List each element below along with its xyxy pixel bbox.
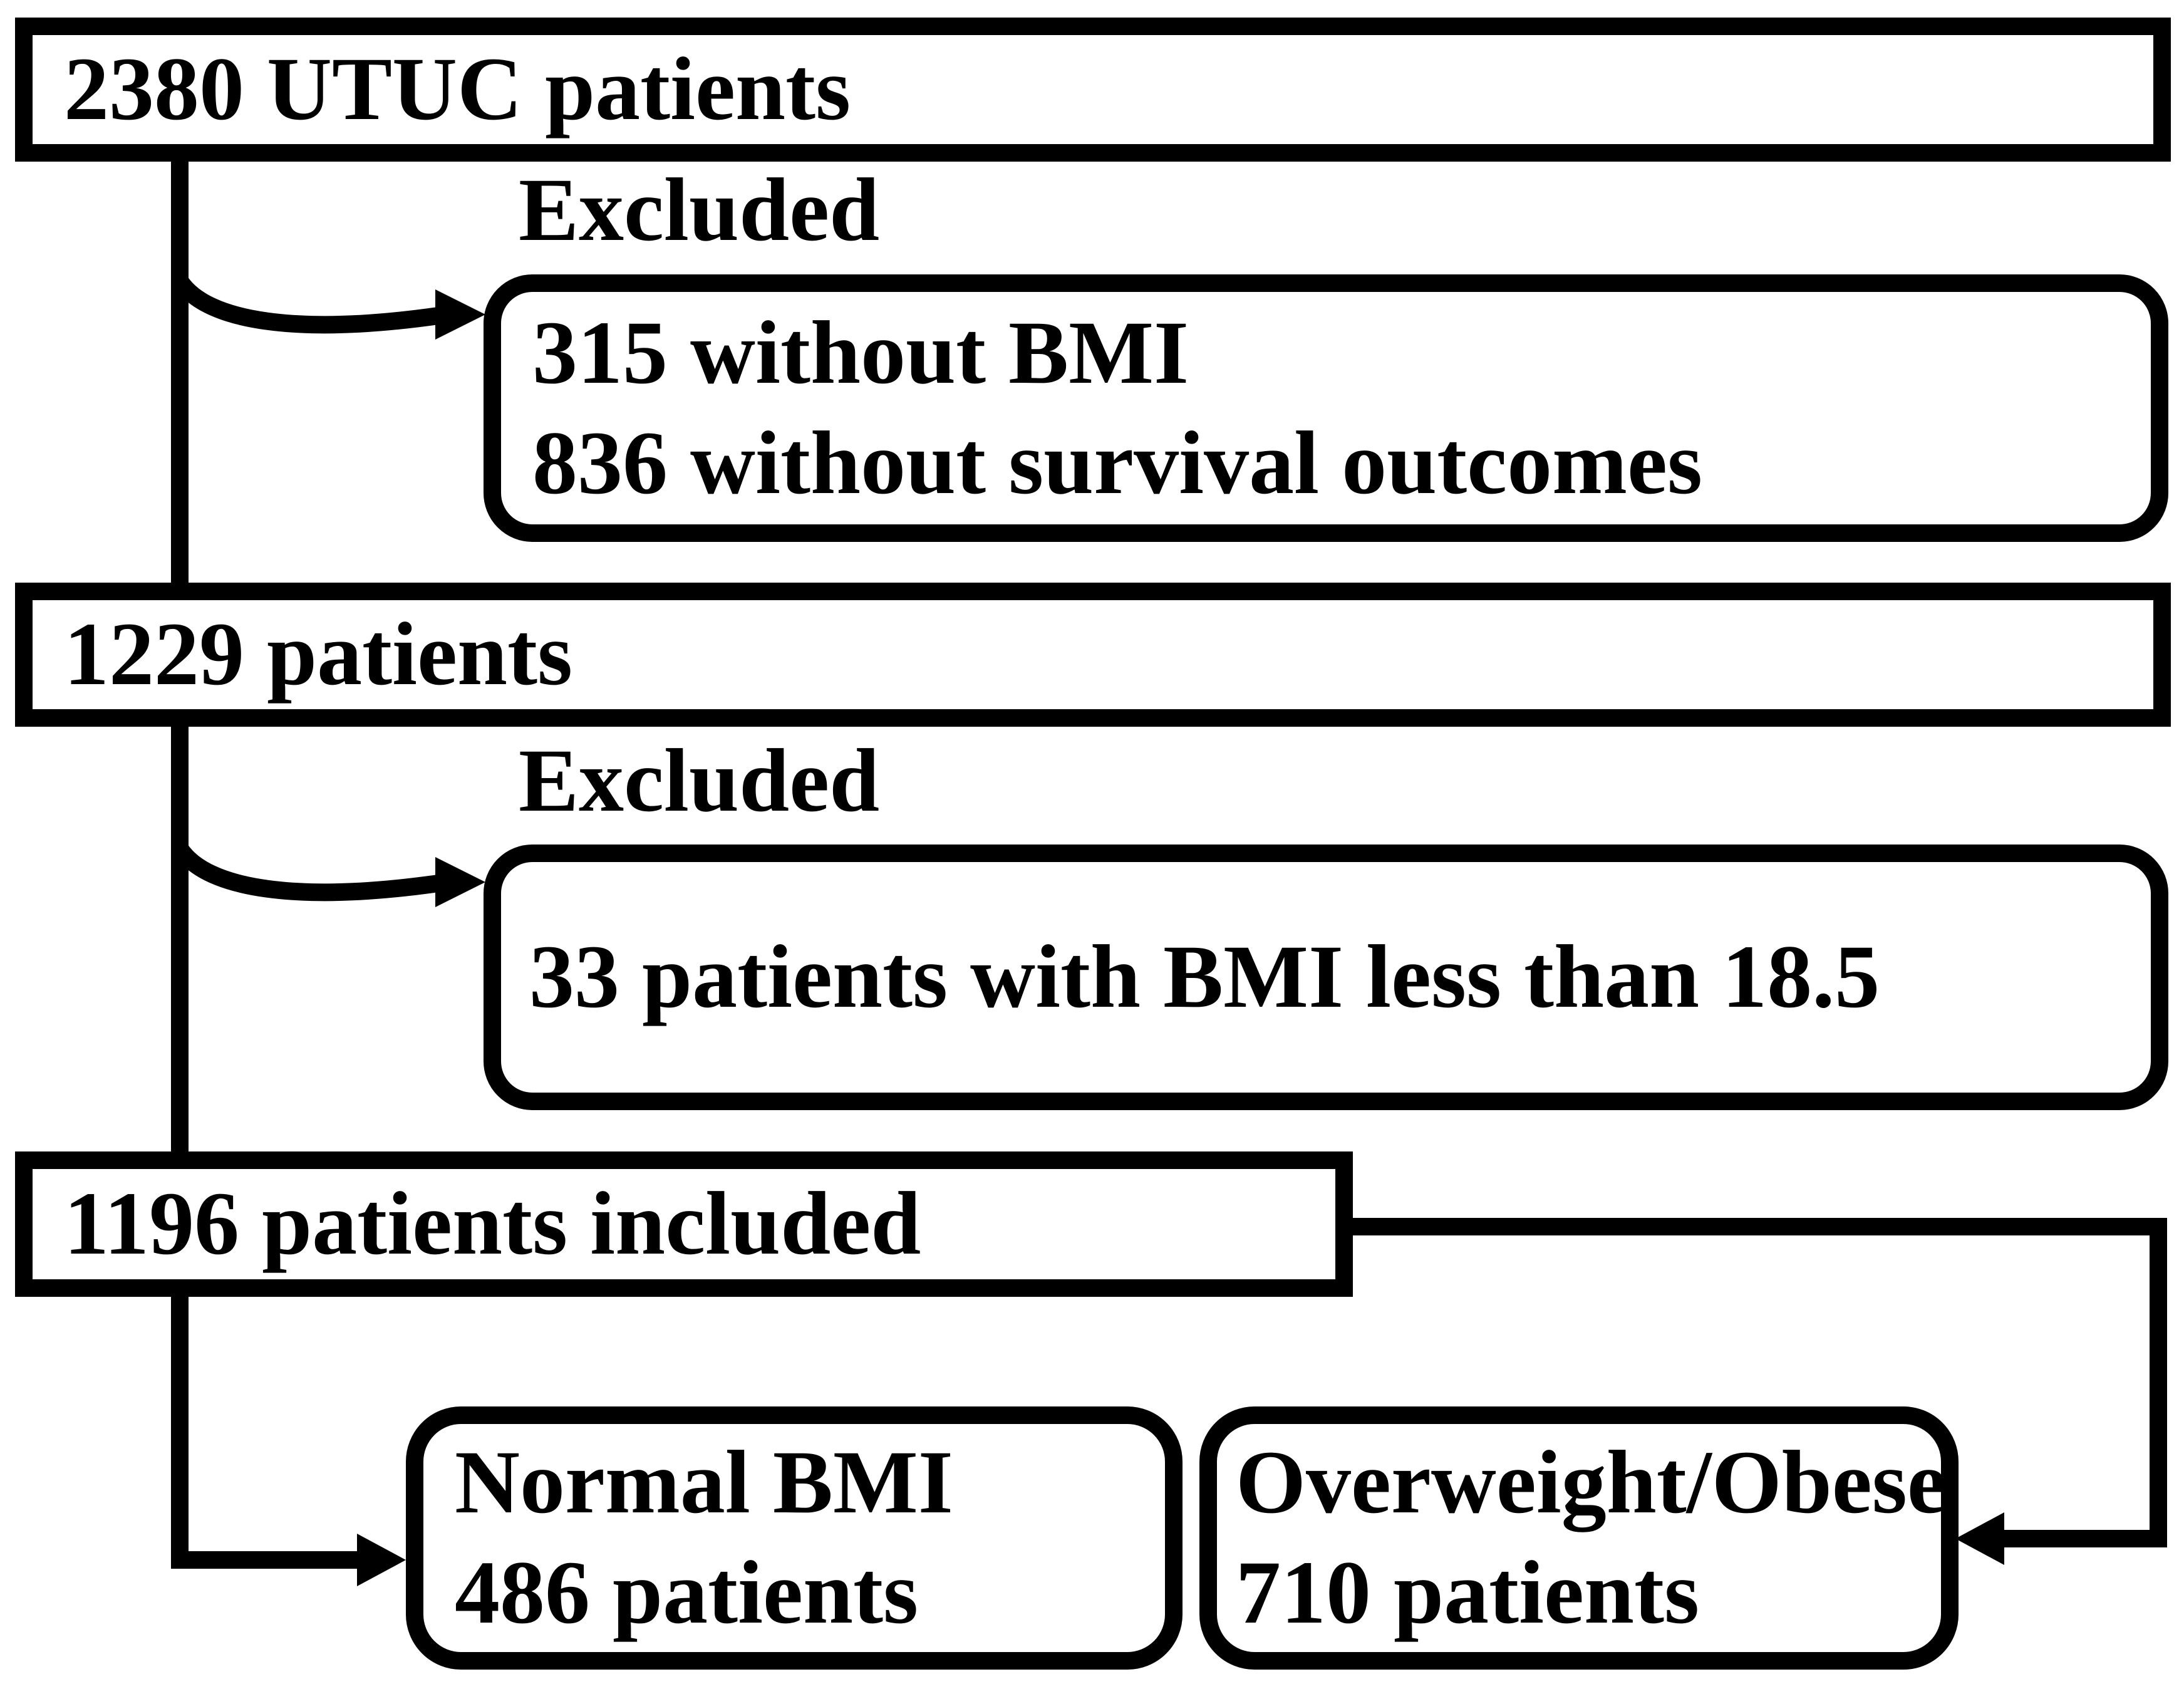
right-connector-horizontal	[1315, 1218, 2167, 1235]
overweight-arrowhead-icon	[1955, 1512, 2004, 1565]
node-initial-label: 2380 UTUC patients	[64, 39, 851, 139]
node-after-exclusion1: 1229 patients	[15, 583, 2171, 727]
node-excluded2: 33 patients with BMI less than 18.5	[484, 845, 2168, 1110]
right-arrow-line	[1998, 1530, 2167, 1547]
node-included-label: 1196 patients included	[64, 1174, 921, 1274]
node-normal-bmi: Normal BMI 486 patients	[406, 1406, 1183, 1670]
excluded1-arrowhead-icon	[435, 289, 485, 340]
node-excluded1-line2: 836 without survival outcomes	[532, 413, 1702, 513]
excluded1-curved-arrow	[172, 275, 440, 334]
node-overweight-obese: Overweight/Obese 710 patients	[1199, 1406, 1959, 1670]
node-excluded2-line1: 33 patients with BMI less than 18.5	[529, 927, 1880, 1027]
excluded2-label: Excluded	[519, 731, 880, 831]
right-connector-vertical	[2150, 1218, 2167, 1547]
node-excluded1: 315 without BMI 836 without survival out…	[484, 274, 2168, 542]
node-normal-bmi-line1: Normal BMI	[455, 1433, 953, 1532]
node-after-exclusion1-label: 1229 patients	[64, 605, 573, 704]
node-overweight-obese-line1: Overweight/Obese	[1236, 1433, 1947, 1532]
node-overweight-obese-line2: 710 patients	[1236, 1543, 1700, 1643]
left-arrow-line	[171, 1551, 359, 1569]
normal-arrowhead-icon	[357, 1534, 406, 1586]
excluded1-label: Excluded	[519, 160, 880, 260]
node-excluded1-line1: 315 without BMI	[532, 303, 1189, 403]
node-normal-bmi-line2: 486 patients	[455, 1543, 919, 1643]
excluded2-arrowhead-icon	[435, 857, 485, 907]
node-initial: 2380 UTUC patients	[15, 18, 2171, 162]
excluded2-curved-arrow	[172, 843, 440, 902]
node-included: 1196 patients included	[15, 1151, 1353, 1297]
